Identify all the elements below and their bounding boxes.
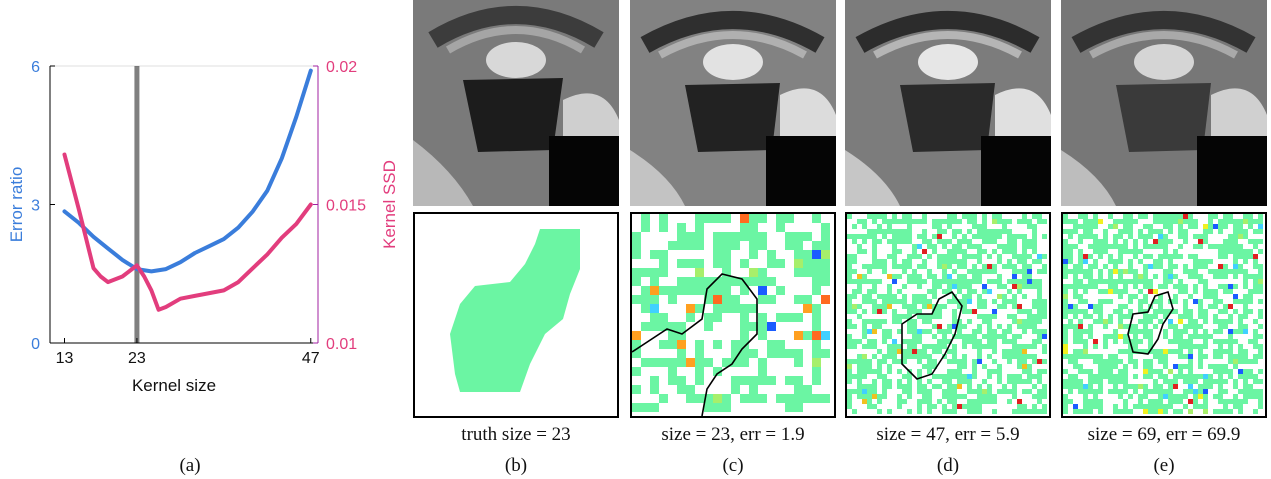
right-tick-label: 0.02 bbox=[326, 59, 357, 76]
y-axis-label-left: Error ratio bbox=[7, 167, 26, 243]
series-line-error-ratio bbox=[62, 68, 313, 274]
segmentation-map-b bbox=[413, 212, 619, 418]
caption-d: size = 47, err = 5.9 bbox=[876, 424, 1020, 445]
kernel-inset-e bbox=[1197, 136, 1267, 206]
right-tick-label: 0.015 bbox=[326, 198, 366, 215]
panel-label-d: (d) bbox=[936, 455, 960, 476]
y-axis-label-right: Kernel SSD bbox=[380, 160, 399, 249]
panel-label-a: (a) bbox=[179, 455, 201, 476]
panel-label-c: (c) bbox=[722, 455, 744, 476]
photo-e bbox=[1061, 0, 1267, 206]
error-chart: 0 3 6 0.01 0.015 0.02 13 23 47 Kernel size Error r… bbox=[7, 59, 399, 395]
caption-c: size = 23, err = 1.9 bbox=[661, 424, 805, 445]
photo-d bbox=[845, 0, 1051, 206]
left-tick-label: 3 bbox=[31, 198, 40, 215]
photo-c bbox=[630, 0, 836, 206]
kernel-inset-b bbox=[549, 136, 619, 206]
segmentation-map-d bbox=[845, 212, 1051, 418]
left-tick-label: 0 bbox=[31, 336, 40, 353]
kernel-inset-c bbox=[766, 136, 836, 206]
right-tick-label: 0.01 bbox=[326, 336, 357, 353]
x-tick-label: 23 bbox=[128, 350, 146, 367]
segmentation-map-c bbox=[630, 212, 836, 418]
x-tick-label: 47 bbox=[302, 350, 320, 367]
segmentation-map-e bbox=[1061, 212, 1267, 418]
photo-b bbox=[413, 0, 619, 206]
panel-label-b: (b) bbox=[504, 455, 528, 476]
kernel-inset-d bbox=[981, 136, 1051, 206]
x-tick-label: 13 bbox=[56, 350, 74, 367]
caption-b: truth size = 23 bbox=[461, 424, 571, 445]
series-line-kernel-ssd bbox=[62, 152, 313, 312]
panel-label-e: (e) bbox=[1153, 455, 1175, 476]
x-axis-label: Kernel size bbox=[132, 376, 216, 395]
caption-e: size = 69, err = 69.9 bbox=[1087, 424, 1241, 445]
left-tick-label: 6 bbox=[31, 59, 40, 76]
